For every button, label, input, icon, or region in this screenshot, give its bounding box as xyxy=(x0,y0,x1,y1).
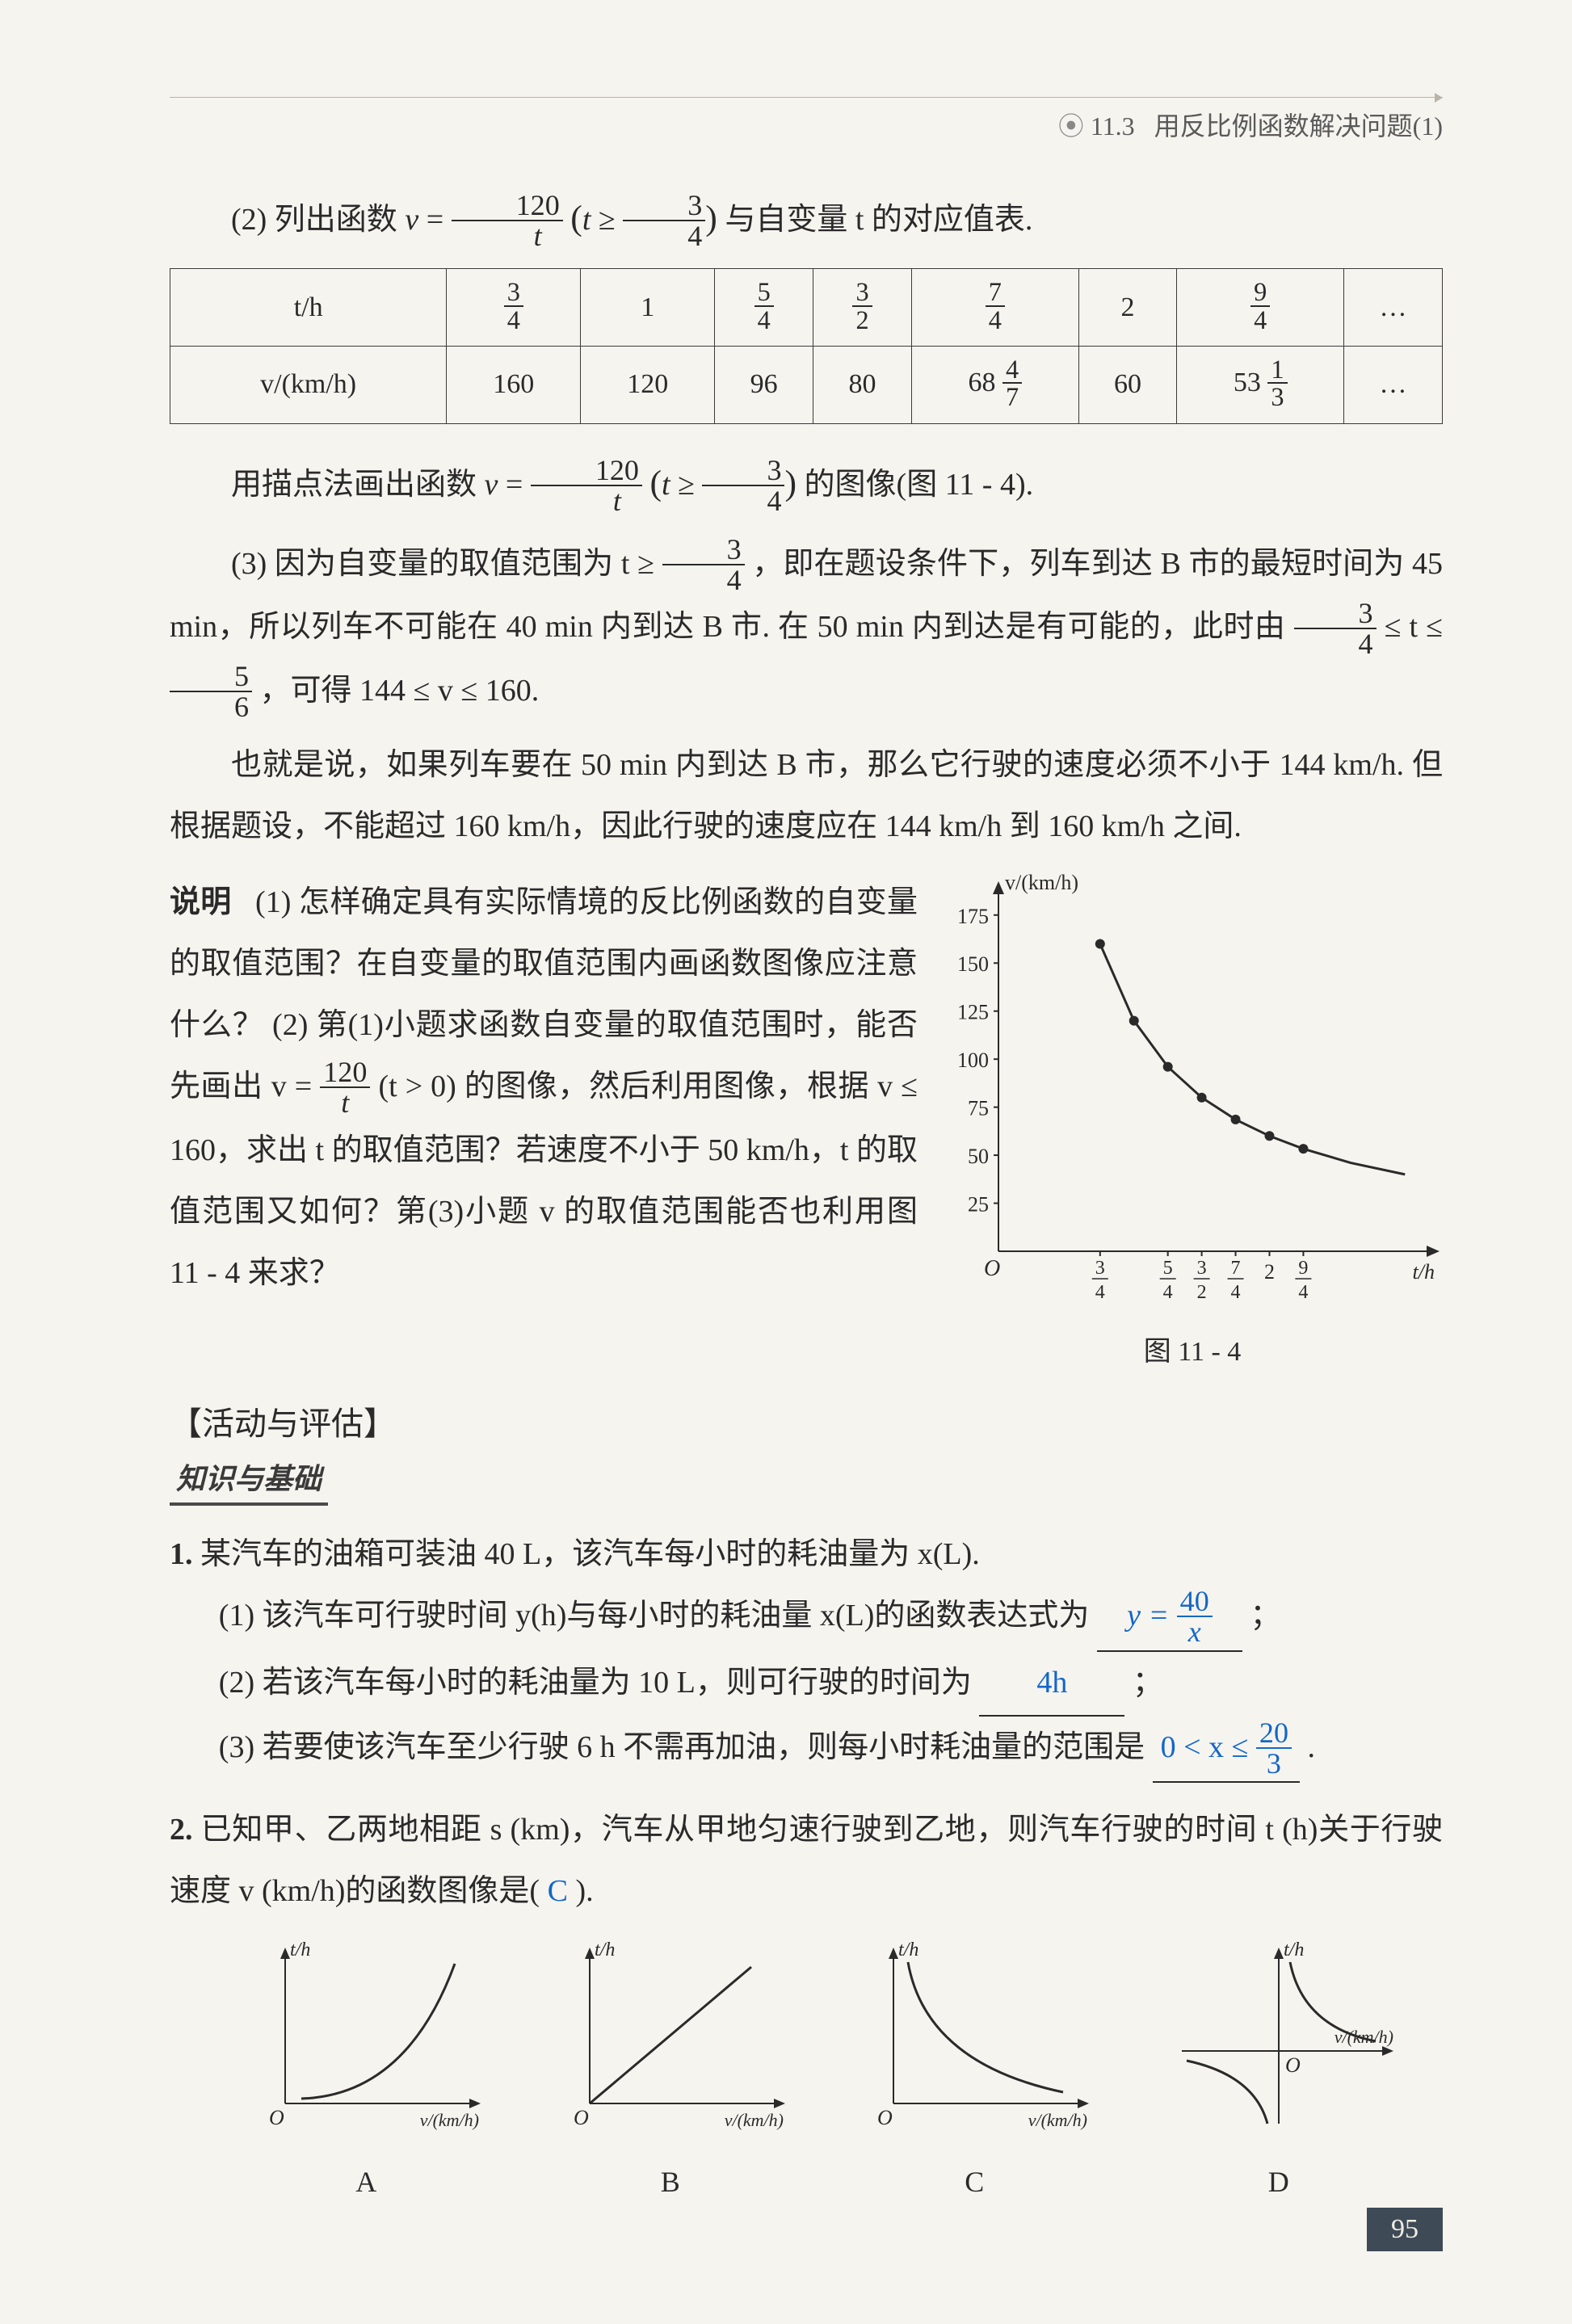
svg-text:O: O xyxy=(877,2106,893,2129)
svg-text:3: 3 xyxy=(1197,1258,1207,1279)
table-cell: 120 xyxy=(581,347,715,424)
q2-options: Ot/hv/(km/h) A Ot/hv/(km/h) B Ot/hv/(km/… xyxy=(218,1938,1427,2211)
page-number: 95 xyxy=(1367,2208,1443,2251)
q1-part1: (1) 该汽车可行驶时间 y(h)与每小时的耗油量 x(L)的函数表达式为 y … xyxy=(219,1585,1443,1651)
table-row-t: t/h 3415432 74294… xyxy=(170,269,1443,347)
svg-text:O: O xyxy=(574,2106,589,2129)
chart-caption: 图 11 - 4 xyxy=(942,1329,1443,1368)
explain-and-chart: 说明 (1) 怎样确定具有实际情境的反比例函数的自变量的取值范围？在自变量的取值… xyxy=(170,872,1443,1368)
table-cell: 1 xyxy=(581,269,715,347)
q1-part2: (2) 若该汽车每小时的耗油量为 10 L，则可行驶的时间为 4h ； xyxy=(219,1652,1443,1717)
q2-stem-a: 已知甲、乙两地相距 s (km)，汽车从甲地匀速行驶到乙地，则汽车行驶的时间 t… xyxy=(170,1813,1443,1908)
chapter-dot-icon: ⦿ xyxy=(1058,106,1084,143)
svg-text:7: 7 xyxy=(1231,1258,1241,1279)
table-cell: 2 xyxy=(1078,269,1177,347)
svg-text:150: 150 xyxy=(957,952,989,976)
svg-text:2: 2 xyxy=(1264,1260,1275,1284)
q2-answer: C xyxy=(548,1874,568,1908)
conclusion-paragraph: 也就是说，如果列车要在 50 min 内到达 B 市，那么它行驶的速度必须不小于… xyxy=(170,734,1443,857)
svg-text:v/(km/h): v/(km/h) xyxy=(1028,2110,1087,2130)
table-cell: 160 xyxy=(447,347,581,424)
chapter-number: 11.3 xyxy=(1091,111,1135,141)
item2-paragraph: (2) 列出函数 v = 120 t (t ≥ 3 4 ) 与自变量 t 的对应… xyxy=(170,183,1443,254)
chart-svg: 25 50 75 100 125 150 175 3 4 5 4 3 2 7 4 2 9 4 Ov/(km/h) t/… xyxy=(942,872,1443,1324)
chapter-title: 用反比例函数解决问题(1) xyxy=(1154,111,1443,141)
q2-option-d: Ot/hv/(km/h) D xyxy=(1131,1938,1427,2211)
svg-text:t/h: t/h xyxy=(290,1939,310,1960)
svg-text:4: 4 xyxy=(1298,1282,1308,1303)
item2-cond-fraction: 3 4 xyxy=(623,191,705,250)
table-cell: 53 13 xyxy=(1177,347,1344,424)
table-row-v: v/(km/h) 1601209680 68 476053 13… xyxy=(170,347,1443,424)
item2-prefix: (2) 列出函数 xyxy=(231,203,405,237)
svg-text:v/(km/h): v/(km/h) xyxy=(1005,872,1078,894)
svg-text:5: 5 xyxy=(1163,1258,1173,1279)
row-label-v: v/(km/h) xyxy=(170,347,447,424)
svg-text:t/h: t/h xyxy=(1284,1939,1304,1960)
svg-text:75: 75 xyxy=(968,1097,989,1120)
q2-number: 2. xyxy=(170,1813,193,1847)
question-2: 2. 已知甲、乙两地相距 s (km)，汽车从甲地匀速行驶到乙地，则汽车行驶的时… xyxy=(170,1799,1443,2211)
chart-column: 25 50 75 100 125 150 175 3 4 5 4 3 2 7 4 2 9 4 Ov/(km/h) t/… xyxy=(942,872,1443,1368)
svg-text:t/h: t/h xyxy=(1413,1260,1435,1284)
table-cell: 60 xyxy=(1078,347,1177,424)
explain-label: 说明 xyxy=(170,885,232,919)
header-rule xyxy=(170,97,1443,98)
svg-text:175: 175 xyxy=(957,905,989,928)
svg-text:3: 3 xyxy=(1095,1258,1105,1279)
plot-statement: 用描点法画出函数 v = 120 t (t ≥ 3 4 ) 的图像(图 11 -… xyxy=(170,448,1443,519)
page-header: ⦿ 11.3 用反比例函数解决问题(1) xyxy=(170,106,1443,143)
svg-text:125: 125 xyxy=(957,1001,989,1024)
explain-text: 说明 (1) 怎样确定具有实际情境的反比例函数的自变量的取值范围？在自变量的取值… xyxy=(170,872,918,1303)
svg-text:2: 2 xyxy=(1197,1282,1207,1303)
value-table: t/h 3415432 74294… v/(km/h) 1601209680 6… xyxy=(170,268,1443,423)
svg-text:O: O xyxy=(1285,2053,1301,2077)
row-label-t: t/h xyxy=(170,269,447,347)
q2-option-c: Ot/hv/(km/h) C xyxy=(826,1938,1123,2211)
q1-number: 1. xyxy=(170,1537,193,1571)
knowledge-heading: 知识与基础 xyxy=(170,1452,328,1506)
table-cell: … xyxy=(1344,347,1443,424)
question-1: 1. 某汽车的油箱可装油 40 L，该汽车每小时的耗油量为 x(L). (1) … xyxy=(170,1523,1443,1783)
table-cell: 54 xyxy=(715,269,813,347)
chart-11-4: 25 50 75 100 125 150 175 3 4 5 4 3 2 7 4 2 9 4 Ov/(km/h) t/… xyxy=(942,872,1443,1324)
svg-text:t/h: t/h xyxy=(595,1939,615,1960)
svg-text:O: O xyxy=(269,2106,284,2129)
plot-frac: 120 t xyxy=(531,456,642,515)
q1-blank-3: 0 < x ≤ 20 3 xyxy=(1153,1717,1300,1783)
svg-text:50: 50 xyxy=(968,1145,989,1168)
svg-text:O: O xyxy=(984,1256,1000,1281)
activity-heading: 【活动与评估】 xyxy=(170,1397,1443,1444)
page-container: ⦿ 11.3 用反比例函数解决问题(1) (2) 列出函数 v = 120 t … xyxy=(0,0,1572,2324)
svg-text:9: 9 xyxy=(1298,1258,1308,1279)
item3-paragraph: (3) 因为自变量的取值范围为 t ≥ 3 4 ，即在题设条件下，列车到达 B … xyxy=(170,533,1443,723)
q1-blank-1: y = 40 x xyxy=(1097,1585,1242,1651)
table-cell: 74 xyxy=(912,269,1079,347)
table-cell: 32 xyxy=(813,269,912,347)
table-cell: 80 xyxy=(813,347,912,424)
table-cell: 96 xyxy=(715,347,813,424)
q1-blank-2: 4h xyxy=(979,1652,1124,1717)
svg-text:v/(km/h): v/(km/h) xyxy=(420,2110,479,2130)
q1-stem: 某汽车的油箱可装油 40 L，该汽车每小时的耗油量为 x(L). xyxy=(200,1537,980,1571)
table-cell: 34 xyxy=(447,269,581,347)
q2-option-b: Ot/hv/(km/h) B xyxy=(523,1938,819,2211)
item2-fraction: 120 t xyxy=(452,191,563,250)
table-cell: 94 xyxy=(1177,269,1344,347)
q1-part3: (3) 若要使该汽车至少行驶 6 h 不需再加油，则每小时耗油量的范围是 0 <… xyxy=(219,1717,1443,1783)
item2-suffix: 与自变量 t 的对应值表. xyxy=(725,203,1032,237)
svg-text:4: 4 xyxy=(1095,1282,1105,1303)
svg-text:4: 4 xyxy=(1231,1282,1241,1303)
svg-text:100: 100 xyxy=(957,1049,989,1072)
svg-text:25: 25 xyxy=(968,1193,989,1217)
table-cell: 68 47 xyxy=(912,347,1079,424)
svg-text:4: 4 xyxy=(1163,1282,1173,1303)
table-cell: … xyxy=(1344,269,1443,347)
q2-stem-b: ). xyxy=(575,1874,593,1908)
svg-text:t/h: t/h xyxy=(898,1939,918,1960)
q2-option-a: Ot/hv/(km/h) A xyxy=(218,1938,515,2211)
svg-text:v/(km/h): v/(km/h) xyxy=(724,2110,783,2130)
